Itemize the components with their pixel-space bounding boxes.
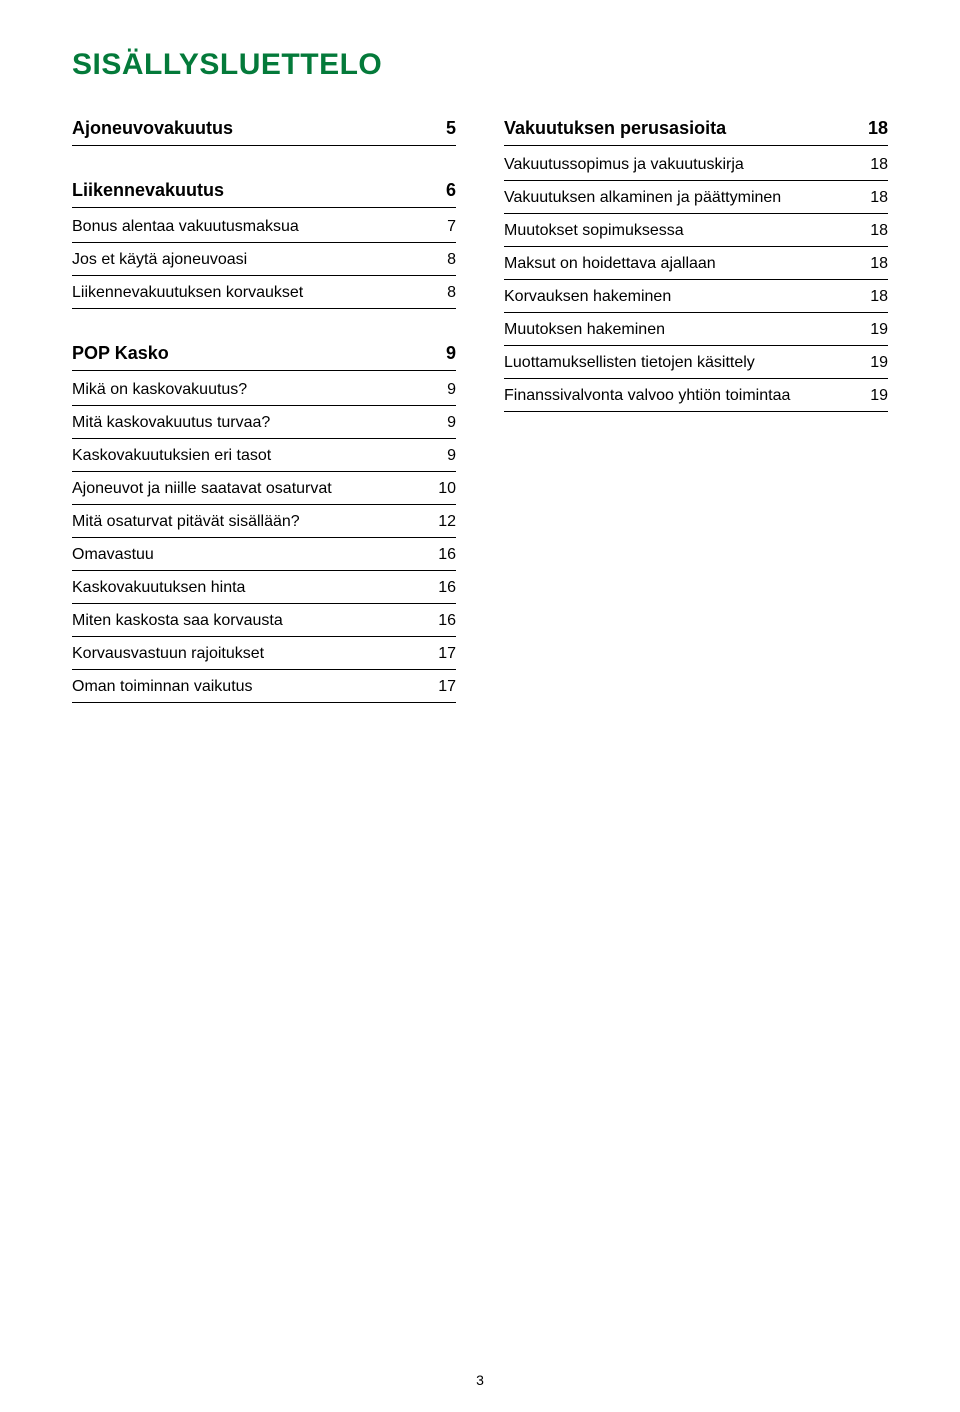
toc-row-page: 16 xyxy=(428,546,456,564)
toc-row-page: 7 xyxy=(428,218,456,236)
toc-row: Luottamuksellisten tietojen käsittely19 xyxy=(504,346,888,379)
toc-row-label: Vakuutussopimus ja vakuutuskirja xyxy=(504,156,860,174)
toc-row: Ajoneuvot ja niille saatavat osaturvat10 xyxy=(72,472,456,505)
toc-row: Mikä on kaskovakuutus?9 xyxy=(72,371,456,406)
toc-row: Vakuutussopimus ja vakuutuskirja18 xyxy=(504,146,888,181)
section-spacer xyxy=(72,309,456,335)
toc-section-heading-label: Ajoneuvovakuutus xyxy=(72,118,233,139)
toc-row: Maksut on hoidettava ajallaan18 xyxy=(504,247,888,280)
toc-row-page: 19 xyxy=(860,387,888,405)
toc-row: Mitä osaturvat pitävät sisällään?12 xyxy=(72,505,456,538)
toc-row: Korvausvastuun rajoitukset17 xyxy=(72,637,456,670)
toc-row: Oman toiminnan vaikutus17 xyxy=(72,670,456,703)
toc-row-label: Finanssivalvonta valvoo yhtiön toimintaa xyxy=(504,387,860,405)
toc-row-page: 12 xyxy=(428,513,456,531)
toc-title: SISÄLLYSLUETTELO xyxy=(72,48,888,82)
toc-row-label: Jos et käytä ajoneuvoasi xyxy=(72,251,428,269)
toc-row-page: 17 xyxy=(428,678,456,696)
toc-row: Bonus alentaa vakuutusmaksua7 xyxy=(72,208,456,243)
section-spacer xyxy=(72,146,456,172)
toc-row-label: Oman toiminnan vaikutus xyxy=(72,678,428,696)
toc-row-page: 18 xyxy=(860,156,888,174)
toc-row: Kaskovakuutuksien eri tasot9 xyxy=(72,439,456,472)
toc-row-page: 9 xyxy=(428,414,456,432)
toc-row-label: Kaskovakuutuksien eri tasot xyxy=(72,447,428,465)
toc-row-label: Bonus alentaa vakuutusmaksua xyxy=(72,218,428,236)
toc-row-page: 18 xyxy=(860,189,888,207)
toc-row-label: Mikä on kaskovakuutus? xyxy=(72,381,428,399)
toc-section-heading: Vakuutuksen perusasioita 18 xyxy=(504,118,888,146)
toc-row-label: Mitä kaskovakuutus turvaa? xyxy=(72,414,428,432)
toc-row-label: Kaskovakuutuksen hinta xyxy=(72,579,428,597)
toc-section-heading-page: 9 xyxy=(428,343,456,364)
toc-row-label: Liikennevakuutuksen korvaukset xyxy=(72,284,428,302)
toc-section-heading-page: 5 xyxy=(428,118,456,139)
toc-row: Jos et käytä ajoneuvoasi8 xyxy=(72,243,456,276)
toc-row-page: 17 xyxy=(428,645,456,663)
toc-row: Muutokset sopimuksessa18 xyxy=(504,214,888,247)
toc-section-heading: Liikennevakuutus 6 xyxy=(72,172,456,208)
toc-row: Korvauksen hakeminen18 xyxy=(504,280,888,313)
toc-row-label: Korvauksen hakeminen xyxy=(504,288,860,306)
toc-row: Vakuutuksen alkaminen ja päättyminen18 xyxy=(504,181,888,214)
toc-section-heading-page: 18 xyxy=(860,118,888,139)
toc-row-label: Maksut on hoidettava ajallaan xyxy=(504,255,860,273)
toc-row: Miten kaskosta saa korvausta16 xyxy=(72,604,456,637)
toc-row-page: 18 xyxy=(860,288,888,306)
toc-section-heading-label: POP Kasko xyxy=(72,343,169,364)
toc-section-heading: Ajoneuvovakuutus 5 xyxy=(72,118,456,146)
toc-row-label: Muutoksen hakeminen xyxy=(504,321,860,339)
toc-row-label: Omavastuu xyxy=(72,546,428,564)
toc-row-page: 8 xyxy=(428,284,456,302)
toc-row-page: 18 xyxy=(860,222,888,240)
toc-columns: Ajoneuvovakuutus5Liikennevakuutus6Bonus … xyxy=(72,118,888,703)
toc-row-label: Korvausvastuun rajoitukset xyxy=(72,645,428,663)
toc-row-page: 9 xyxy=(428,447,456,465)
toc-section-heading-page: 6 xyxy=(428,180,456,201)
toc-row-page: 19 xyxy=(860,354,888,372)
toc-row-page: 10 xyxy=(428,480,456,498)
toc-row-page: 8 xyxy=(428,251,456,269)
toc-row-page: 16 xyxy=(428,612,456,630)
toc-row: Muutoksen hakeminen19 xyxy=(504,313,888,346)
toc-section-heading: POP Kasko 9 xyxy=(72,335,456,371)
page-number: 3 xyxy=(0,1372,960,1388)
toc-row-label: Mitä osaturvat pitävät sisällään? xyxy=(72,513,428,531)
toc-row-page: 18 xyxy=(860,255,888,273)
toc-row-label: Luottamuksellisten tietojen käsittely xyxy=(504,354,860,372)
toc-row-page: 19 xyxy=(860,321,888,339)
toc-row: Mitä kaskovakuutus turvaa?9 xyxy=(72,406,456,439)
toc-row-label: Ajoneuvot ja niille saatavat osaturvat xyxy=(72,480,428,498)
toc-row: Kaskovakuutuksen hinta16 xyxy=(72,571,456,604)
toc-row-page: 9 xyxy=(428,381,456,399)
toc-row: Liikennevakuutuksen korvaukset8 xyxy=(72,276,456,309)
toc-section-heading-label: Liikennevakuutus xyxy=(72,180,224,201)
page-root: SISÄLLYSLUETTELO Ajoneuvovakuutus 5 Liiken… xyxy=(0,0,960,1412)
toc-row-label: Muutokset sopimuksessa xyxy=(504,222,860,240)
toc-section-heading-label: Vakuutuksen perusasioita xyxy=(504,118,726,139)
toc-right-column: Vakuutuksen perusasioita18Vakuutussopimu… xyxy=(504,118,888,703)
toc-row: Finanssivalvonta valvoo yhtiön toimintaa… xyxy=(504,379,888,412)
toc-row: Omavastuu16 xyxy=(72,538,456,571)
toc-left-column: Ajoneuvovakuutus5Liikennevakuutus6Bonus … xyxy=(72,118,456,703)
toc-row-page: 16 xyxy=(428,579,456,597)
toc-row-label: Miten kaskosta saa korvausta xyxy=(72,612,428,630)
toc-row-label: Vakuutuksen alkaminen ja päättyminen xyxy=(504,189,860,207)
